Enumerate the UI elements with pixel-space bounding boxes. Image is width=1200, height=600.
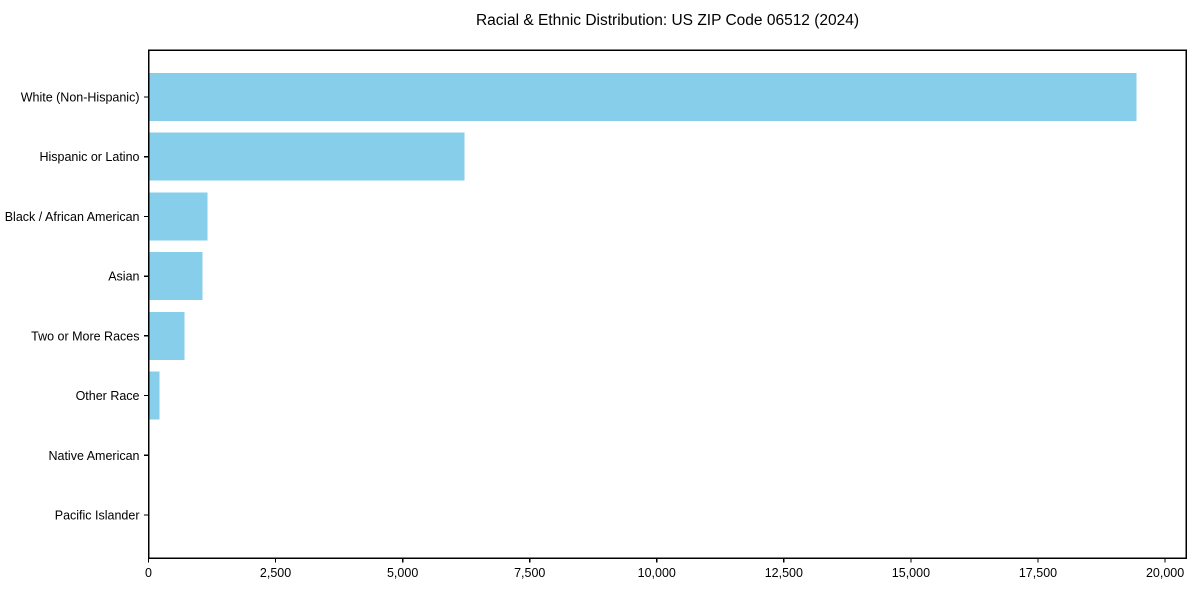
x-tick-label: 5,000 — [387, 566, 418, 580]
x-tick-label: 17,500 — [1019, 566, 1057, 580]
x-tick-label: 2,500 — [260, 566, 291, 580]
y-tick-label: Hispanic or Latino — [39, 150, 139, 164]
x-tick-label: 10,000 — [638, 566, 676, 580]
bar-hispanic-or-latino — [148, 132, 465, 181]
y-tick-label: Pacific Islander — [55, 508, 140, 522]
y-tick-label: Native American — [48, 449, 139, 463]
bar-asian — [148, 252, 203, 301]
bar-two-or-more-races — [148, 311, 185, 360]
y-tick-label: Other Race — [76, 389, 140, 403]
plot-border — [147, 49, 1187, 559]
y-tick-label: White (Non-Hispanic) — [21, 91, 140, 105]
x-tick-label: 12,500 — [765, 566, 803, 580]
bar-other-race — [148, 371, 160, 420]
bar-black-african-american — [148, 192, 208, 241]
x-tick-label: 0 — [145, 566, 152, 580]
y-tick-label: Asian — [108, 270, 139, 284]
x-tick-label: 7,500 — [514, 566, 545, 580]
x-tick-label: 20,000 — [1146, 566, 1184, 580]
x-tick-label: 15,000 — [892, 566, 930, 580]
bar-white-non-hispanic — [148, 73, 1137, 121]
chart-title: Racial & Ethnic Distribution: US ZIP Cod… — [475, 12, 860, 29]
y-tick-label: Black / African American — [5, 210, 140, 224]
y-tick-label: Two or More Races — [31, 329, 139, 343]
